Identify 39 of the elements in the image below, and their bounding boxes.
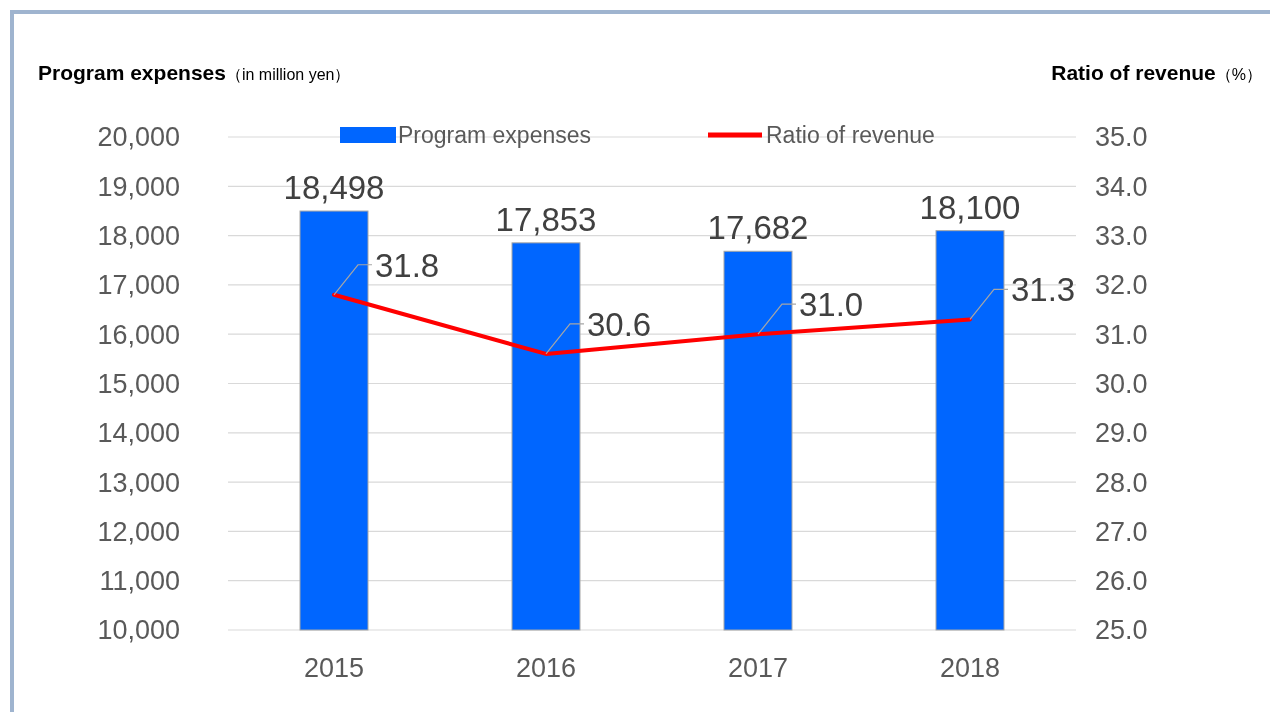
legend-label: Ratio of revenue — [766, 122, 935, 149]
data-label: 30.6 — [587, 305, 652, 343]
y-tick-label: 12,000 — [97, 516, 180, 547]
y-tick-label: 20,000 — [97, 122, 180, 153]
y2-tick-label: 34.0 — [1095, 171, 1148, 202]
y2-tick-label: 29.0 — [1095, 418, 1148, 449]
y2-tick-label: 26.0 — [1095, 566, 1148, 597]
data-label: 17,853 — [495, 200, 597, 238]
y2-axis-title: Ratio of revenue（%） — [1051, 61, 1262, 84]
data-label: 18,498 — [283, 169, 385, 207]
legend-label: Program expenses — [398, 122, 592, 149]
x-tick-label: 2018 — [939, 653, 1001, 683]
y-axis-title: Program expenses（in million yen） — [38, 61, 351, 84]
x-tick-label: 2016 — [515, 653, 577, 683]
y-tick-label: 10,000 — [97, 615, 180, 646]
y-tick-label: 16,000 — [97, 319, 180, 350]
y-tick-label: 18,000 — [97, 221, 180, 252]
data-label: 18,100 — [919, 188, 1021, 226]
y2-tick-label: 30.0 — [1095, 368, 1148, 399]
y-tick-label: 15,000 — [97, 368, 180, 399]
data-label: 31.3 — [1011, 271, 1076, 309]
y2-tick-label: 28.0 — [1095, 467, 1148, 498]
data-label: 17,682 — [707, 209, 809, 247]
line-series — [332, 292, 972, 356]
x-tick-label: 2017 — [727, 653, 789, 683]
y2-tick-label: 31.0 — [1095, 319, 1148, 350]
y2-tick-label: 25.0 — [1095, 615, 1148, 646]
y2-tick-label: 27.0 — [1095, 516, 1148, 547]
y2-tick-label: 33.0 — [1095, 221, 1148, 252]
y2-tick-label: 32.0 — [1095, 270, 1148, 301]
data-label: 31.0 — [799, 286, 864, 324]
y-tick-label: 17,000 — [97, 270, 180, 301]
y-tick-label: 11,000 — [99, 566, 180, 597]
y-tick-label: 13,000 — [97, 467, 180, 498]
y-tick-label: 19,000 — [97, 171, 180, 202]
x-tick-label: 2015 — [303, 653, 365, 683]
y-tick-label: 14,000 — [97, 418, 180, 449]
y2-tick-label: 35.0 — [1095, 122, 1148, 153]
data-label: 31.8 — [375, 246, 440, 284]
